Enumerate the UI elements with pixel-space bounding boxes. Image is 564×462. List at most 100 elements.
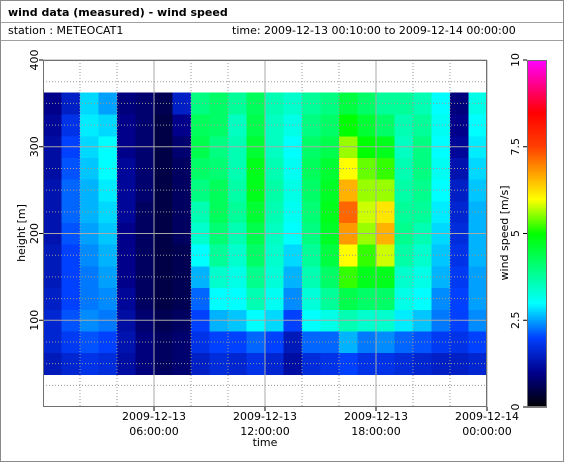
heatmap-cell: [413, 179, 432, 202]
heatmap-cell: [357, 157, 377, 180]
colorbar-segment: [527, 363, 547, 366]
colorbar-segment: [527, 235, 547, 238]
colorbar-segment: [527, 333, 547, 336]
colorbar-segment: [527, 379, 547, 382]
colorbar-segment: [527, 75, 547, 79]
colorbar-segment: [527, 81, 547, 85]
colorbar-segment: [527, 263, 547, 266]
heatmap-cell: [98, 200, 118, 224]
heatmap-cell: [468, 352, 488, 375]
heatmap-cell: [357, 266, 377, 289]
heatmap-cell: [209, 114, 229, 137]
colorbar-segment: [527, 99, 547, 103]
colorbar-segment: [527, 319, 547, 322]
colorbar-segment: [527, 397, 547, 400]
heatmap-cell: [450, 266, 469, 289]
heatmap-cell: [450, 200, 469, 224]
heatmap-cell: [302, 92, 321, 115]
x-tick-label-line: 12:00:00: [240, 425, 289, 438]
heatmap-cell: [117, 287, 136, 310]
colorbar-segment: [527, 157, 547, 161]
x-tick-label-line: 00:00:00: [462, 425, 511, 438]
heatmap-cell: [117, 114, 136, 137]
heatmap-cell: [135, 287, 155, 310]
colorbar-segment: [527, 359, 547, 362]
y-tick-label: 400: [28, 50, 41, 71]
heatmap-cell: [468, 157, 488, 180]
heatmap-cell: [468, 266, 488, 289]
heatmap-cell: [468, 331, 488, 354]
colorbar-segment: [527, 67, 547, 71]
heatmap-cell: [339, 92, 358, 115]
heatmap-cell: [117, 92, 136, 115]
chart-title: wind data (measured) - wind speed: [8, 6, 228, 19]
heatmap-cell: [246, 244, 266, 267]
heatmap-cell: [98, 352, 118, 375]
heatmap-cell: [468, 179, 488, 202]
heatmap-cell: [357, 352, 377, 375]
colorbar-segment: [527, 351, 547, 354]
colorbar-segment: [527, 209, 547, 213]
colorbar-segment: [527, 261, 547, 264]
colorbar-segment: [527, 391, 547, 394]
heatmap-cell: [413, 244, 432, 267]
colorbar-segment: [527, 189, 547, 193]
colorbar-segment: [527, 239, 547, 242]
colorbar-segment: [527, 161, 547, 165]
colorbar-segment: [527, 139, 547, 143]
heatmap-cell: [302, 200, 321, 224]
colorbar-segment: [527, 377, 547, 380]
colorbar-segment: [527, 229, 547, 233]
colorbar-segment: [527, 111, 547, 115]
colorbar-segment: [527, 275, 547, 278]
heatmap-cell: [302, 266, 321, 289]
heatmap-cell: [117, 352, 136, 375]
heatmap-cell: [302, 331, 321, 354]
heatmap-cell: [98, 244, 118, 267]
colorbar-segment: [527, 171, 547, 175]
heatmap-cell: [209, 92, 229, 115]
heatmap-cell: [413, 331, 432, 354]
heatmap-cell: [450, 287, 469, 310]
colorbar-segment: [527, 259, 547, 262]
heatmap-cell: [135, 200, 155, 224]
colorbar-segment: [527, 295, 547, 298]
heatmap-cell: [117, 331, 136, 354]
colorbar-segment: [527, 243, 547, 246]
colorbar-segment: [527, 227, 547, 231]
colorbar-segment: [527, 93, 547, 97]
heatmap-cell: [320, 157, 340, 180]
heatmap-cell: [357, 179, 377, 202]
heatmap-cell: [80, 92, 99, 115]
heatmap-cell: [228, 244, 247, 267]
heatmap-cell: [228, 92, 247, 115]
colorbar-segment: [527, 163, 547, 167]
heatmap-cell: [339, 266, 358, 289]
colorbar-segment: [527, 271, 547, 274]
heatmap-cell: [117, 244, 136, 267]
colorbar-segment: [527, 293, 547, 296]
colorbar-segment: [527, 109, 547, 113]
heatmap-cell: [246, 92, 266, 115]
colorbar-segment: [527, 215, 547, 219]
x-tick-label-line: 2009-12-14: [455, 410, 519, 423]
colorbar-segment: [527, 115, 547, 119]
heatmap-cell: [135, 266, 155, 289]
x-axis-label: time: [253, 436, 278, 449]
colorbar-segment: [527, 253, 547, 256]
heatmap-cell: [413, 92, 432, 115]
heatmap-cell: [98, 92, 118, 115]
colorbar-segment: [527, 269, 547, 272]
colorbar-segment: [527, 105, 547, 109]
colorbar-segment: [527, 321, 547, 324]
heatmap-cell: [191, 266, 210, 289]
heatmap-cell: [80, 331, 99, 354]
colorbar-segment: [527, 307, 547, 310]
colorbar-segment: [527, 257, 547, 260]
heatmap-cell: [413, 352, 432, 375]
colorbar-segment: [527, 195, 547, 199]
heatmap-cell: [339, 179, 358, 202]
colorbar-segment: [527, 285, 547, 288]
heatmap-cell: [98, 179, 118, 202]
colorbar-segment: [527, 173, 547, 177]
